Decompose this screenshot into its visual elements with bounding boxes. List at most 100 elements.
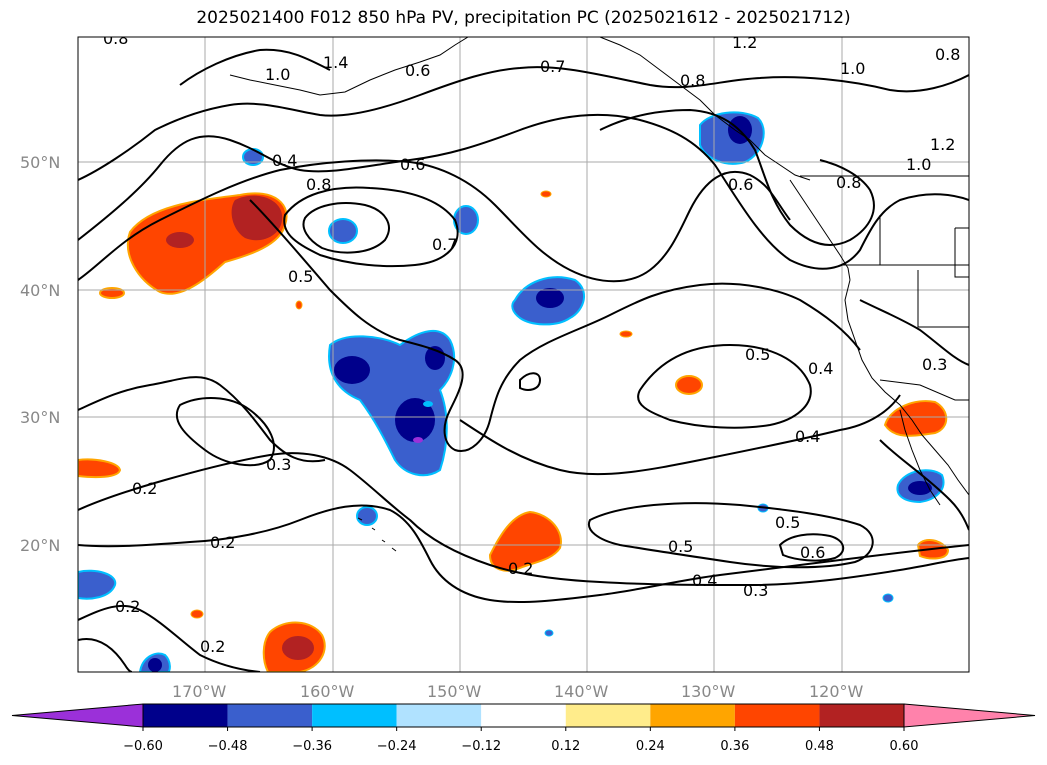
precip-blob [540,190,552,198]
lon-label: 160°W [300,682,355,701]
colorbar-tick-label: −0.48 [208,739,248,754]
colorbar-swatch [481,704,566,727]
colorbar-tick-label: 0.12 [551,739,580,754]
contour-line [78,113,969,270]
contour-line [519,372,542,391]
contour-label: 0.2 [508,559,533,578]
contour-label: 0.3 [922,355,947,374]
map-title: 2025021400 F012 850 hPa PV, precipitatio… [196,8,851,28]
precip-blob [334,356,370,384]
contour-label: 0.7 [540,57,565,76]
lat-label: 30°N [20,408,60,427]
coastline-aleutians [229,37,469,96]
contour-line [587,502,874,569]
contour-label: 0.7 [432,235,457,254]
contour-label: 0.3 [743,581,768,600]
lon-label: 140°W [554,682,609,701]
pv-contours [78,48,969,672]
colorbar-swatch [143,704,228,727]
graticule [78,37,969,672]
colorbar-ticks: −0.60 −0.48 −0.36 −0.24 −0.12 0.12 0.24 … [123,739,918,754]
contour-label: 0.8 [680,71,705,90]
precip-blob [908,481,932,495]
contour-label: 0.2 [132,479,157,498]
contour-label: 1.2 [930,135,955,154]
lat-label: 40°N [20,281,60,300]
precip-blob [882,593,894,603]
contour-line [249,199,861,452]
colorbar-tick-label: 0.48 [805,739,834,754]
contour-label: 0.4 [795,427,820,446]
contour-line [175,397,275,467]
precip-blob [282,636,314,660]
contour-label: 0.6 [405,61,430,80]
contour-label: 0.6 [728,175,753,194]
contour-label: 0.4 [272,151,297,170]
lon-label: 130°W [681,682,736,701]
precip-blob [166,232,194,248]
contour-label: 0.6 [800,543,825,562]
contour-line [778,533,845,562]
precip-blob [78,569,117,600]
coastline-baja [899,409,941,506]
precip-blob [413,437,423,443]
contour-line [78,504,969,604]
colorbar-swatch [819,704,904,727]
contour-label: 0.8 [306,175,331,194]
map-content: 0.8 1.4 1.0 0.6 0.7 1.2 0.8 1.0 0.8 0.4 … [78,29,969,672]
hawaii [357,517,397,552]
colorbar-extend-min [11,703,144,728]
contour-line [78,159,791,283]
contour-label: 0.5 [288,267,313,286]
colorbar [11,703,1036,731]
contour-label: 0.2 [210,533,235,552]
precip-blob [356,506,378,526]
contour-label: 1.2 [732,33,757,52]
contour-label: 0.4 [692,571,717,590]
contour-label: 1.0 [840,59,865,78]
contour-label: 0.5 [775,513,800,532]
contour-label: 1.0 [265,65,290,84]
colorbar-tick-label: −0.24 [377,739,417,754]
precip-blob [328,218,358,244]
contour-label: 0.8 [103,29,128,48]
colorbar-swatch [312,704,397,727]
contour-label: 0.8 [935,45,960,64]
contour-line [637,343,812,429]
map-frame [77,36,970,673]
precip-blob [619,330,633,338]
coastline-west [844,279,969,496]
contour-line [179,48,331,86]
colorbar-tick-label: 0.60 [890,739,919,754]
colorbar-tick-label: 0.24 [636,739,665,754]
contour-label: 0.8 [836,173,861,192]
latitude-labels: 50°N 40°N 30°N 20°N [20,153,60,555]
contour-labels: 0.8 1.4 1.0 0.6 0.7 1.2 0.8 1.0 0.8 0.4 … [103,29,960,656]
precip-blob [190,609,204,619]
contour-label: 1.0 [906,155,931,174]
colorbar-swatch [650,704,735,727]
lat-label: 50°N [20,153,60,172]
precip-blob [295,300,303,310]
contour-line [859,299,969,366]
contour-label: 0.5 [745,345,770,364]
lon-label: 120°W [809,682,864,701]
colorbar-swatch [227,704,313,727]
colorbar-swatch [734,704,820,727]
contour-line [599,108,875,246]
precip-blob [675,375,703,395]
border-mexico [879,379,969,401]
contour-label: 0.4 [808,359,833,378]
colorbar-tick-label: −0.36 [292,739,332,754]
contour-line [78,376,326,463]
contour-line [78,452,969,587]
colorbar-tick-label: −0.12 [461,739,501,754]
contour-label: 0.2 [200,637,225,656]
contour-line [283,186,459,268]
precip-blob [78,458,122,479]
contour-label: 1.4 [323,53,348,72]
precip-blob [395,398,435,442]
precip-blob [242,148,264,166]
precip-blob [423,401,433,407]
contour-line [78,66,969,181]
